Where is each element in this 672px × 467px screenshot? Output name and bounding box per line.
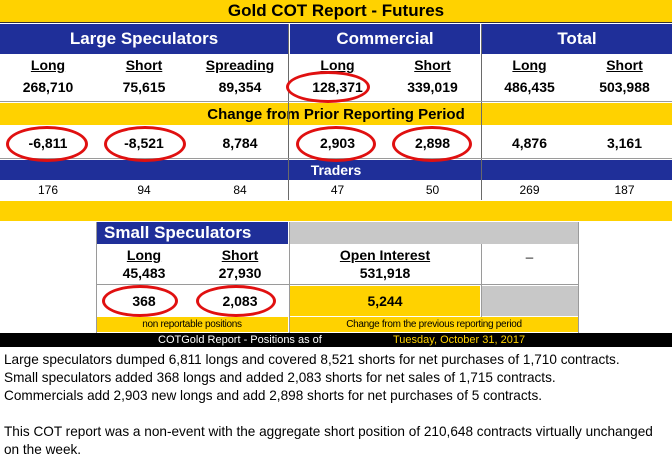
col-header-com-long: Long — [320, 57, 355, 73]
ls-long-change: -6,811 — [28, 135, 68, 151]
ss-long-header: Long — [126, 247, 162, 263]
ss-short-header: Short — [221, 247, 259, 263]
tot-short-value: 503,988 — [599, 79, 650, 95]
ls-short-change: -8,521 — [124, 135, 164, 151]
grey-change-block — [482, 286, 578, 316]
col-header-ls-spreading: Spreading — [205, 57, 275, 73]
col-header-ls-short: Short — [125, 57, 163, 73]
open-interest-change: 5,244 — [290, 286, 480, 316]
commentary-line: Commercials add 2,903 new longs and add … — [4, 388, 543, 403]
traders-header: Traders — [0, 160, 672, 180]
traders-ls-spreading: 84 — [233, 183, 247, 197]
col-header-com-short: Short — [414, 57, 451, 73]
com-long-value: 128,371 — [312, 79, 363, 95]
col-header-ls-long: Long — [30, 57, 66, 73]
ls-short-value: 75,615 — [122, 79, 166, 95]
com-short-change: 2,898 — [414, 135, 451, 151]
ss-short-value: 27,930 — [218, 265, 262, 281]
tot-long-value: 486,435 — [504, 79, 555, 95]
commercial-header: Commercial — [290, 24, 480, 54]
ss-long-change: 368 — [132, 293, 156, 309]
spacer-band — [0, 201, 672, 221]
tot-short-change: 3,161 — [606, 135, 643, 151]
com-long-change: 2,903 — [319, 135, 356, 151]
ls-long-value: 268,710 — [22, 79, 74, 95]
ss-long-value: 45,483 — [122, 265, 166, 281]
grey-header-block — [290, 222, 578, 244]
traders-com-short: 50 — [425, 183, 440, 197]
col-header-tot-short: Short — [606, 57, 643, 73]
ss-footnote: non reportable positions — [96, 317, 288, 332]
ss-short-change: 2,083 — [222, 293, 258, 309]
oi-footnote: Change from the previous reporting perio… — [290, 317, 578, 332]
footer-prefix: COTGold Report - Positions as of — [158, 334, 322, 346]
commentary: Large speculators dumped 6,811 longs and… — [4, 351, 668, 459]
ls-spreading-change: 8,784 — [222, 135, 258, 151]
traders-ls-long: 176 — [37, 183, 59, 197]
small-speculators-header: Small Speculators — [96, 222, 288, 244]
com-short-value: 339,019 — [407, 79, 458, 95]
total-header: Total — [482, 24, 672, 54]
footer-bar — [0, 333, 672, 347]
commentary-line: Small speculators added 368 longs and ad… — [4, 370, 556, 385]
footer-date: Tuesday, October 31, 2017 — [393, 334, 526, 346]
traders-ls-short: 94 — [137, 183, 151, 197]
ls-spreading-value: 89,354 — [218, 79, 262, 95]
traders-com-long: 47 — [330, 183, 345, 197]
col-header-tot-long: Long — [512, 57, 547, 73]
tot-long-change: 4,876 — [511, 135, 548, 151]
conclusion: This COT report was a non-event with the… — [4, 424, 653, 457]
open-interest-value: 531,918 — [359, 265, 411, 281]
change-header: Change from Prior Reporting Period — [0, 103, 672, 125]
report-title: Gold COT Report - Futures — [0, 0, 672, 23]
open-interest-header: Open Interest — [339, 247, 431, 263]
commentary-line: Large speculators dumped 6,811 longs and… — [4, 352, 620, 367]
traders-tot-short: 187 — [614, 183, 635, 197]
large-speculators-header: Large Speculators — [0, 24, 288, 54]
traders-tot-long: 269 — [519, 183, 540, 197]
total-dash: _ — [525, 243, 534, 259]
